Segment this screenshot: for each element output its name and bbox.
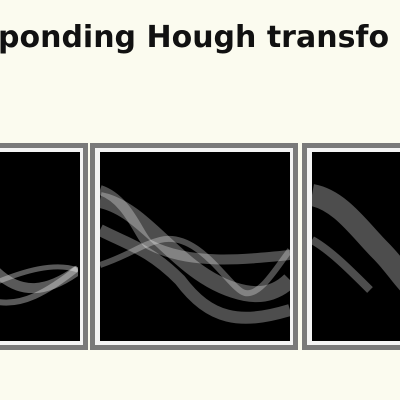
slide-title: ponding Hough transfo [0,20,389,55]
sinusoids [0,264,78,306]
hough-panel [90,143,298,350]
panel-image [0,152,80,341]
sinusoids [312,184,400,293]
panel-image [100,152,290,341]
sinusoids [100,185,290,324]
panel-image [312,152,400,341]
hough-panel [302,143,400,350]
hough-panel [0,143,88,350]
